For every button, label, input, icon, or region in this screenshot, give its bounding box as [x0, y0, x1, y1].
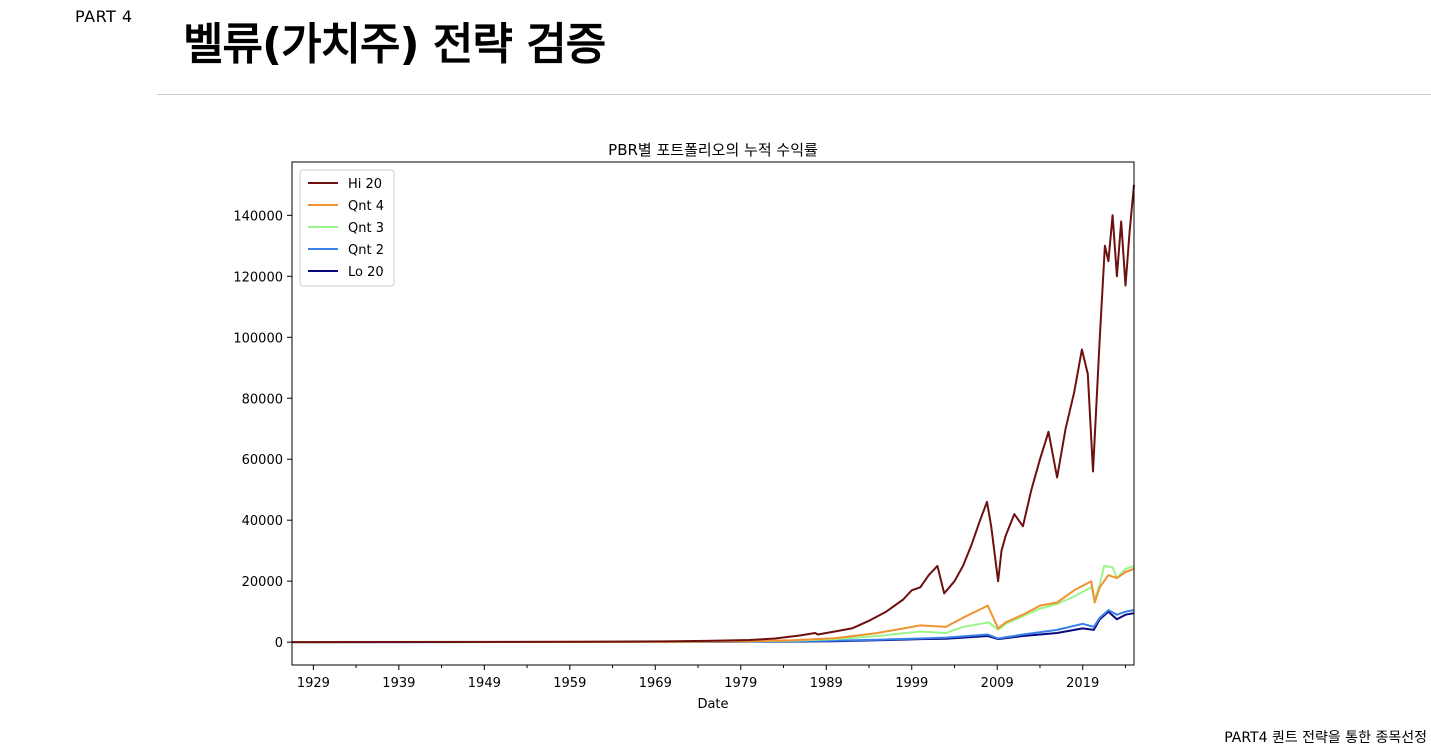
- y-tick-label: 120000: [233, 270, 283, 285]
- title-divider: [157, 94, 1431, 95]
- y-tick-label: 40000: [242, 514, 283, 529]
- x-tick-label: 1979: [724, 676, 757, 691]
- x-tick-label: 2019: [1066, 676, 1099, 691]
- series-line-qnt-4: [291, 568, 1135, 644]
- legend-label: Qnt 3: [348, 221, 384, 236]
- chart-legend: Hi 20 Qnt 4 Qnt 3 Qnt 2 Lo 20: [299, 169, 395, 287]
- series-layer: [291, 184, 1135, 644]
- y-tick-label: 20000: [242, 575, 283, 590]
- x-tick-label: 1959: [553, 676, 586, 691]
- slide-title: 벨류(가치주) 전략 검증: [183, 19, 606, 70]
- part-label: PART 4: [75, 7, 133, 26]
- y-tick-label: 60000: [242, 453, 283, 468]
- x-axis: 1929 1939 1949 1959 1969 1979 1989 1999 2009 2019: [297, 665, 1126, 691]
- series-line-qnt-3: [291, 564, 1135, 644]
- footer-text: PART4 퀀트 전략을 통한 종목선정: [1224, 730, 1427, 746]
- legend-label: Hi 20: [348, 177, 382, 192]
- legend-label: Qnt 2: [348, 243, 384, 258]
- chart-title: PBR별 포트폴리오의 누적 수익률: [608, 141, 818, 159]
- y-axis: 0 20000 40000 60000 80000 100000 120000 140000: [233, 209, 292, 651]
- x-tick-label: 1929: [297, 676, 330, 691]
- series-line-hi-20: [291, 184, 1135, 644]
- x-tick-label: 1949: [468, 676, 501, 691]
- x-tick-label: 1939: [382, 676, 415, 691]
- series-line-qnt-2: [291, 609, 1135, 644]
- legend-box: [299, 169, 395, 287]
- x-axis-label: Date: [697, 697, 728, 712]
- x-tick-label: 1969: [639, 676, 672, 691]
- x-tick-label: 1989: [810, 676, 843, 691]
- y-tick-label: 80000: [242, 392, 283, 407]
- x-tick-label: 1999: [895, 676, 928, 691]
- legend-label: Qnt 4: [348, 199, 384, 214]
- y-tick-label: 100000: [233, 331, 283, 346]
- plot-frame: [291, 161, 1135, 666]
- y-tick-label: 0: [275, 636, 283, 651]
- legend-label: Lo 20: [348, 265, 384, 280]
- y-tick-label: 140000: [233, 209, 283, 224]
- x-tick-label: 2009: [981, 676, 1014, 691]
